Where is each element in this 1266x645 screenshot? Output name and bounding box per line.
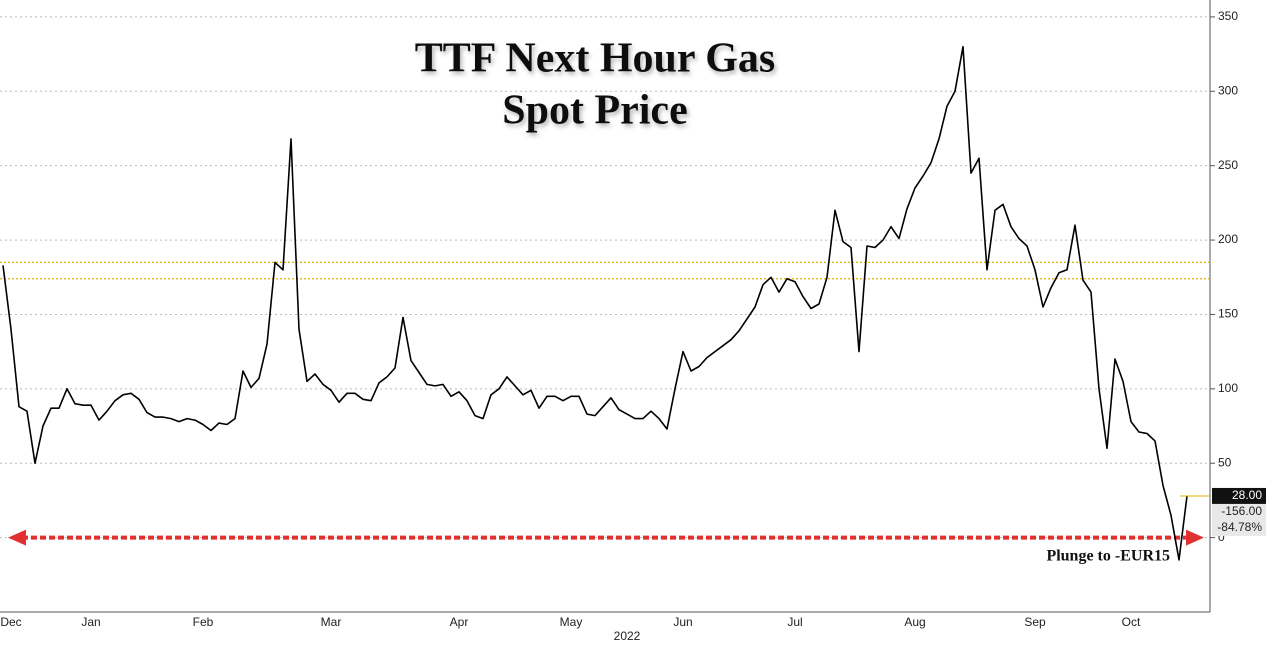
x-tick-label: Jun <box>673 615 692 629</box>
arrow-head <box>8 529 26 546</box>
x-tick-label: Sep <box>1024 615 1046 629</box>
x-tick-label: Feb <box>193 615 214 629</box>
x-tick-label: Aug <box>904 615 925 629</box>
x-tick-label: May <box>560 615 583 629</box>
y-tick-label: 50 <box>1218 455 1232 469</box>
chart-title: Spot Price <box>502 88 687 134</box>
y-tick-label: 0 <box>1218 530 1225 544</box>
change-tag <box>1212 503 1266 520</box>
y-tick-label: 100 <box>1218 381 1238 395</box>
x-tick-label: Apr <box>450 615 469 629</box>
y-tick-label: 150 <box>1218 307 1238 321</box>
annotation: Plunge to -EUR15 <box>1046 547 1170 564</box>
year-label: 2022 <box>614 629 641 643</box>
x-tick-label: Oct <box>1122 615 1141 629</box>
change-label: -84.78% <box>1217 520 1262 534</box>
y-tick-label: 350 <box>1218 9 1238 23</box>
change-label: -156.00 <box>1221 504 1262 518</box>
y-tick-label: 200 <box>1218 232 1238 246</box>
price-line <box>2 45 1188 561</box>
y-tick-label: 300 <box>1218 83 1238 97</box>
y-tick-label: 250 <box>1218 158 1238 172</box>
change-tag <box>1212 519 1266 536</box>
x-tick-label: Jul <box>787 615 802 629</box>
arrow-head <box>1186 529 1204 546</box>
last-value-label: 28.00 <box>1232 488 1262 502</box>
x-tick-label: Dec <box>0 615 21 629</box>
last-value-tag <box>1212 487 1266 504</box>
x-tick-label: Jan <box>81 615 100 629</box>
x-tick-label: Mar <box>321 615 342 629</box>
chart-title: TTF Next Hour Gas <box>415 36 776 82</box>
